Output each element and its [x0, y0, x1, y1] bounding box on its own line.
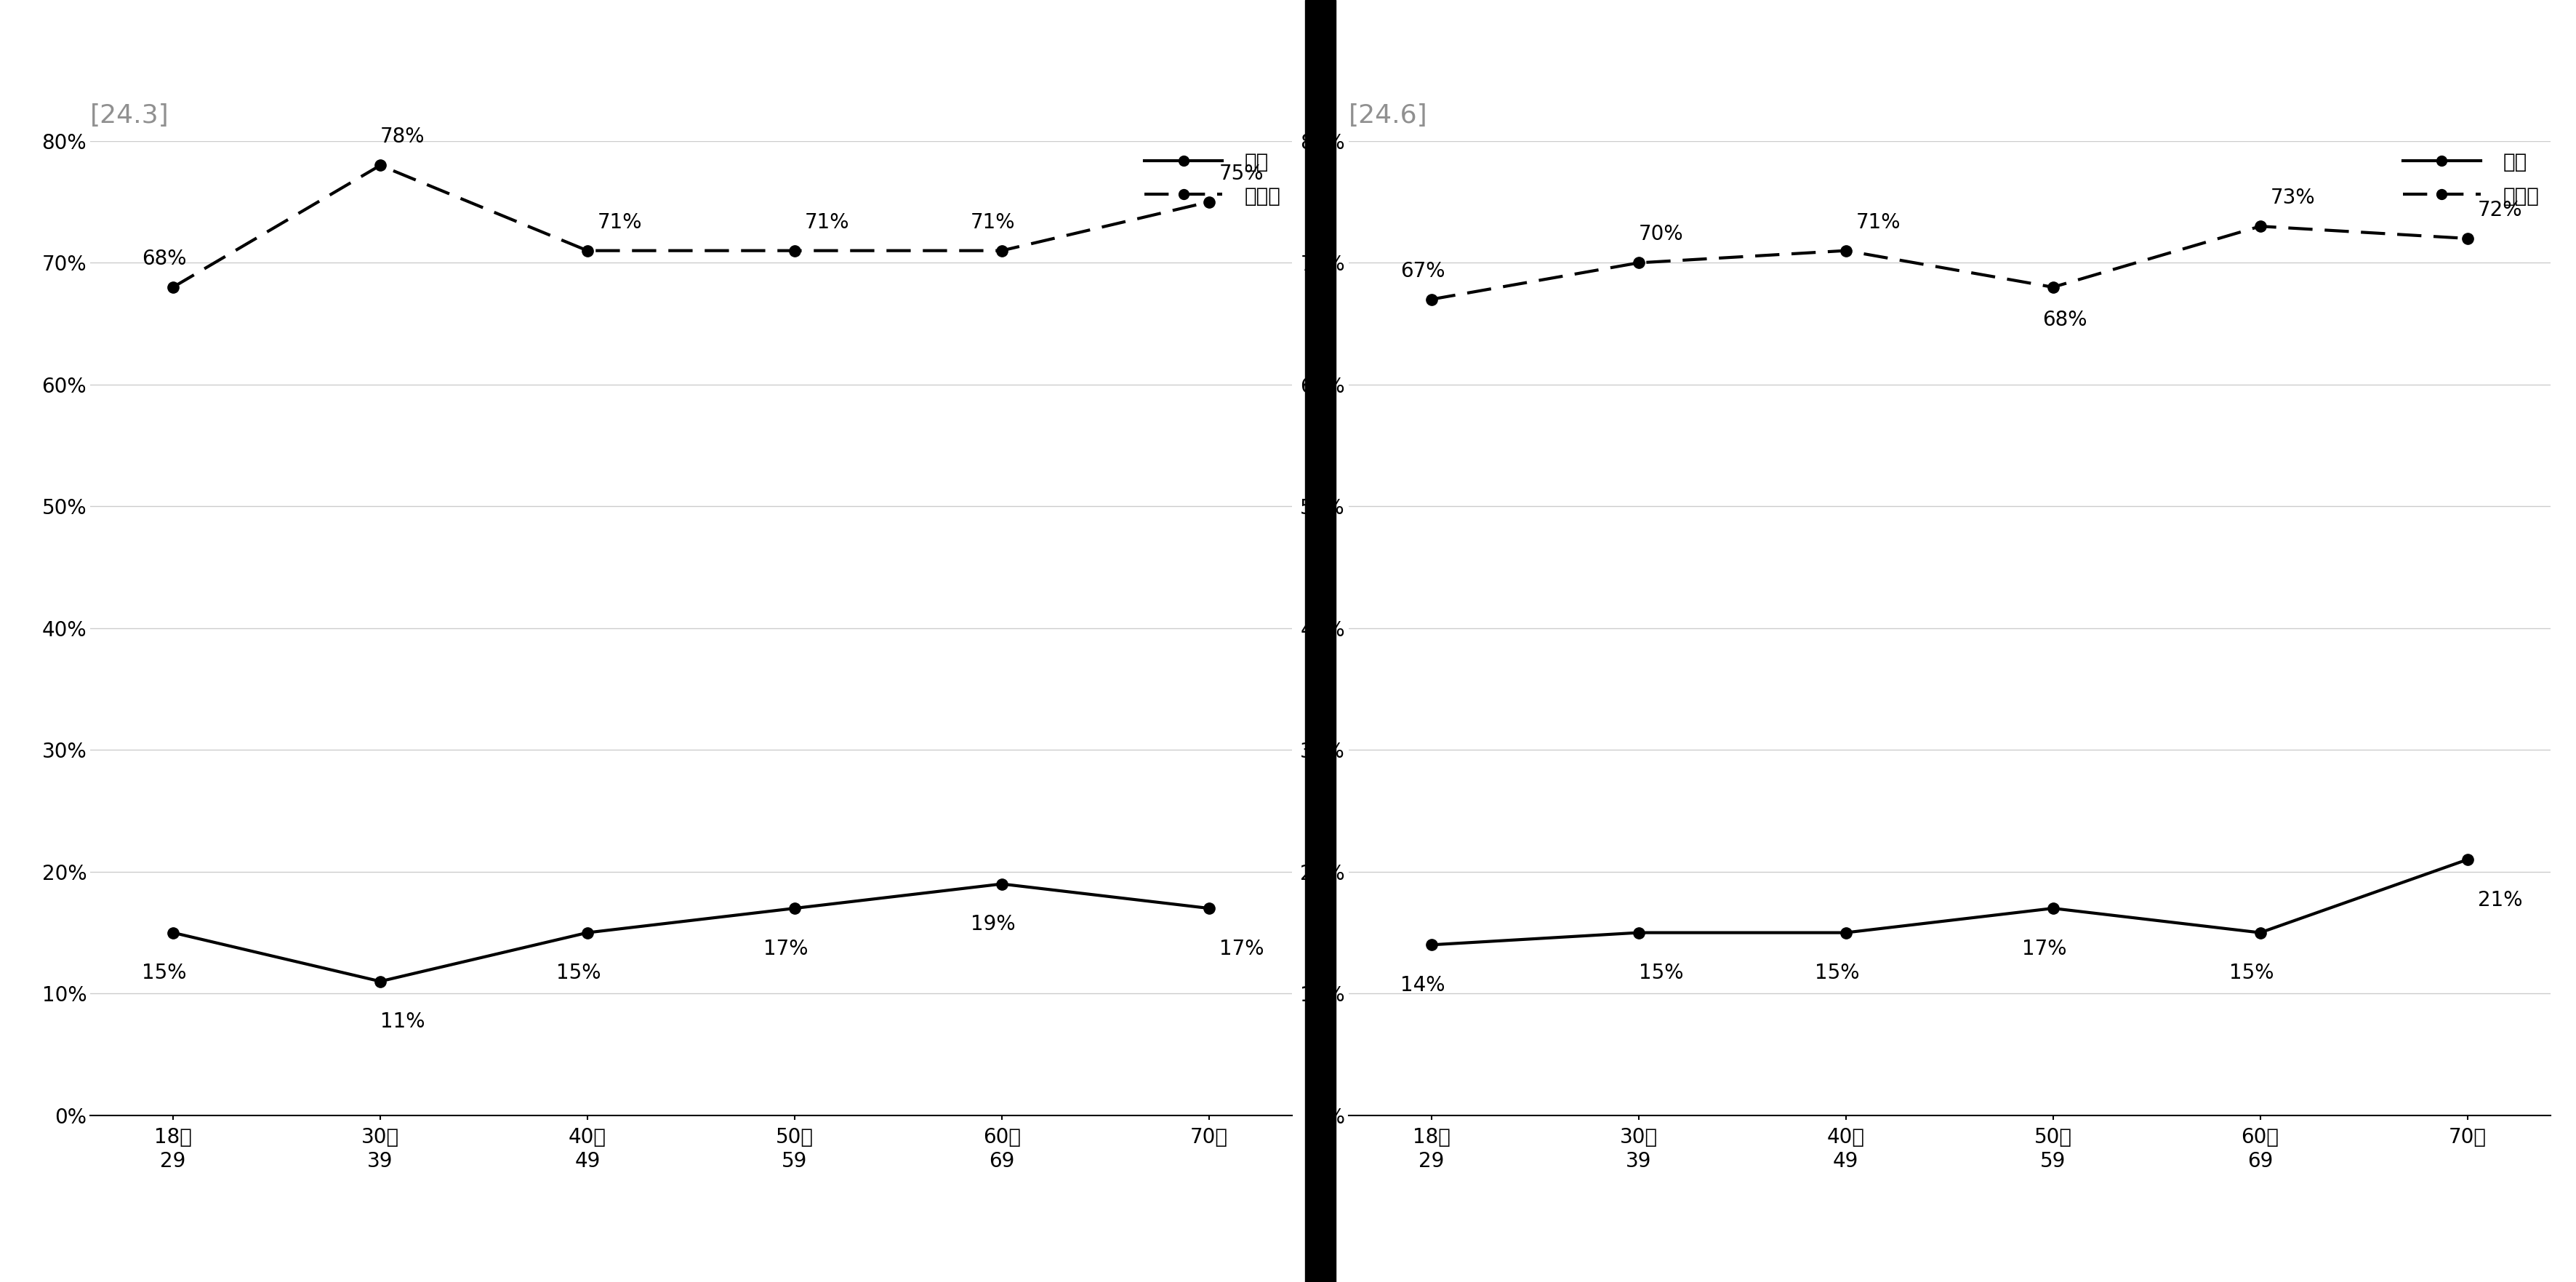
Text: 73%: 73% — [2269, 187, 2316, 208]
Text: 68%: 68% — [2043, 309, 2087, 329]
Text: 11%: 11% — [381, 1011, 425, 1032]
Text: 14%: 14% — [1401, 976, 1445, 996]
Text: 19%: 19% — [971, 914, 1015, 935]
Text: [24.3]: [24.3] — [90, 104, 170, 128]
Text: 70%: 70% — [1638, 224, 1682, 245]
Text: 67%: 67% — [1401, 260, 1445, 281]
Text: 15%: 15% — [1814, 963, 1860, 983]
Text: 17%: 17% — [1218, 938, 1265, 959]
Text: 71%: 71% — [1857, 212, 1901, 232]
Text: 15%: 15% — [556, 963, 600, 983]
Text: 71%: 71% — [804, 212, 850, 232]
Text: 15%: 15% — [142, 963, 185, 983]
Legend: 支持, 不支持: 支持, 不支持 — [1144, 153, 1280, 206]
Text: 71%: 71% — [598, 212, 641, 232]
Text: 17%: 17% — [762, 938, 809, 959]
Text: 71%: 71% — [971, 212, 1015, 232]
Text: 15%: 15% — [2228, 963, 2275, 983]
Text: 75%: 75% — [1218, 163, 1265, 183]
Text: 78%: 78% — [381, 127, 425, 147]
Text: 68%: 68% — [142, 249, 185, 269]
Text: 17%: 17% — [2022, 938, 2066, 959]
Text: 21%: 21% — [2478, 890, 2522, 910]
Text: 72%: 72% — [2478, 200, 2522, 221]
Text: 15%: 15% — [1638, 963, 1682, 983]
Text: [24.6]: [24.6] — [1350, 104, 1427, 128]
Legend: 支持, 不支持: 支持, 不支持 — [2403, 153, 2540, 206]
